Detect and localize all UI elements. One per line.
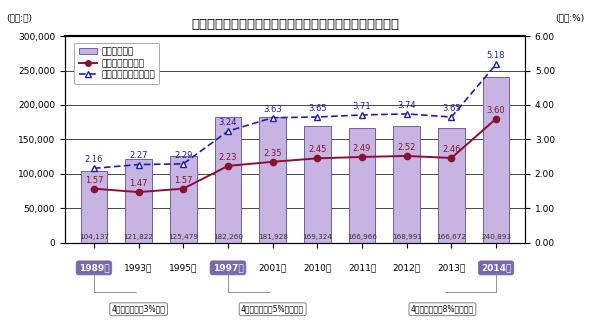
Bar	[170, 156, 196, 243]
Text: 166,966: 166,966	[347, 234, 377, 240]
Text: 1997年: 1997年	[212, 263, 243, 272]
Text: 1989年: 1989年	[78, 263, 109, 272]
Bar	[304, 126, 331, 243]
Bar	[438, 128, 465, 243]
Text: 3.60: 3.60	[487, 106, 506, 114]
Text: 121,822: 121,822	[124, 234, 153, 240]
Text: 1.47: 1.47	[129, 179, 148, 188]
Bar	[394, 126, 420, 243]
Text: 2014年: 2014年	[481, 263, 512, 272]
Legend: 消費税負担額, 収入に占める割合, 消費支出に占める割合: 消費税負担額, 収入に占める割合, 消費支出に占める割合	[74, 43, 159, 84]
Text: 1995年: 1995年	[169, 263, 198, 272]
Bar	[125, 159, 152, 243]
Text: 2.23: 2.23	[219, 153, 237, 162]
Text: 3.74: 3.74	[398, 101, 416, 110]
Text: 4月より消費税5%にアップ: 4月より消費税5%にアップ	[241, 305, 304, 314]
Text: 3.24: 3.24	[219, 118, 237, 127]
Text: 3.71: 3.71	[353, 102, 371, 111]
Text: 2.16: 2.16	[85, 155, 103, 164]
Text: 2.49: 2.49	[353, 144, 371, 153]
Text: 104,137: 104,137	[79, 234, 109, 240]
Text: 2011年: 2011年	[348, 263, 376, 272]
Text: 5.18: 5.18	[487, 51, 505, 60]
Text: 2012年: 2012年	[392, 263, 421, 272]
Text: 2001年: 2001年	[258, 263, 287, 272]
Text: 182,260: 182,260	[213, 234, 243, 240]
Text: 4月より消費税8%にアップ: 4月より消費税8%にアップ	[411, 305, 474, 314]
Text: 3.63: 3.63	[263, 105, 282, 113]
Bar	[81, 171, 107, 243]
Text: 2.45: 2.45	[308, 145, 326, 154]
Text: 2013年: 2013年	[437, 263, 466, 272]
Text: 3.65: 3.65	[442, 104, 461, 113]
Text: 166,672: 166,672	[437, 234, 466, 240]
Text: 2.27: 2.27	[129, 152, 148, 160]
Text: 181,928: 181,928	[258, 234, 288, 240]
Bar	[349, 128, 375, 243]
Text: 1.57: 1.57	[174, 175, 192, 185]
Bar	[483, 77, 509, 243]
Text: (単位:円): (単位:円)	[6, 13, 32, 22]
Text: 2.52: 2.52	[398, 143, 416, 152]
Text: 2010年: 2010年	[303, 263, 332, 272]
Text: (単位:%): (単位:%)	[555, 13, 584, 22]
Text: 240,893: 240,893	[481, 234, 511, 240]
Text: 2.29: 2.29	[174, 151, 192, 160]
Text: 3.65: 3.65	[308, 104, 327, 113]
Bar	[259, 117, 286, 243]
Text: 169,324: 169,324	[302, 234, 332, 240]
Text: 125,479: 125,479	[168, 234, 198, 240]
Bar	[215, 117, 241, 243]
Text: 1.57: 1.57	[85, 175, 103, 185]
Text: 4月より消費税3%導入: 4月より消費税3%導入	[112, 305, 166, 314]
Title: 消費税の税額と家計に占める割合の推移（調査世帯全体）: 消費税の税額と家計に占める割合の推移（調査世帯全体）	[191, 18, 399, 31]
Text: 1993年: 1993年	[124, 263, 153, 272]
Text: 168,991: 168,991	[392, 234, 422, 240]
Text: 2.35: 2.35	[263, 149, 282, 158]
Text: 2.46: 2.46	[442, 145, 461, 154]
